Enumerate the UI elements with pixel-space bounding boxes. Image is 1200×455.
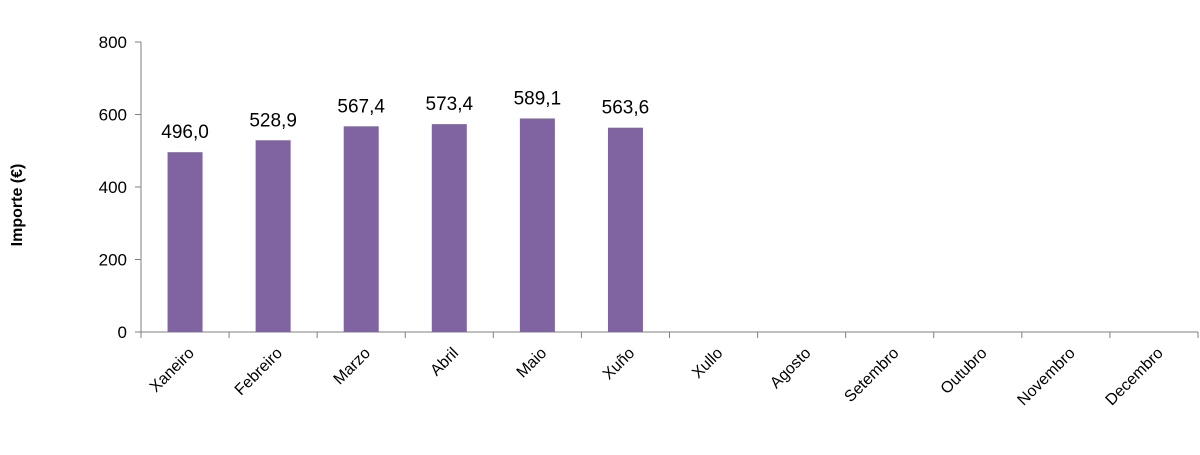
x-category-label: Outubro [938, 345, 991, 398]
x-category-label: Setembro [841, 345, 902, 406]
bar [255, 140, 291, 332]
x-category-label: Xullo [689, 345, 726, 382]
data-label: 496,0 [161, 122, 209, 143]
y-tick-label: 400 [99, 178, 127, 197]
data-label: 563,6 [602, 98, 650, 119]
y-axis-title: Importe (€) [9, 164, 26, 247]
y-tick-label: 200 [99, 251, 127, 270]
x-category-label: Abril [427, 345, 462, 380]
bar [167, 152, 203, 332]
x-category-label: Xuño [600, 345, 639, 384]
y-tick-label: 600 [99, 106, 127, 125]
x-category-label: Decembro [1103, 345, 1167, 409]
x-category-label: Marzo [331, 345, 375, 389]
x-category-label: Xaneiro [147, 345, 198, 396]
bar [431, 124, 467, 332]
y-tick-label: 800 [99, 33, 127, 52]
bar [519, 118, 555, 332]
data-label: 528,9 [249, 110, 297, 131]
data-label: 567,4 [337, 96, 385, 117]
data-label: 573,4 [426, 94, 474, 115]
bar [343, 126, 379, 332]
x-category-label: Febreiro [232, 345, 286, 399]
data-label: 589,1 [514, 88, 562, 109]
y-tick-label: 0 [118, 323, 127, 342]
bar [607, 127, 643, 332]
x-category-label: Novembro [1014, 345, 1078, 409]
x-category-label: Maio [514, 345, 551, 382]
x-category-label: Agosto [767, 345, 814, 392]
